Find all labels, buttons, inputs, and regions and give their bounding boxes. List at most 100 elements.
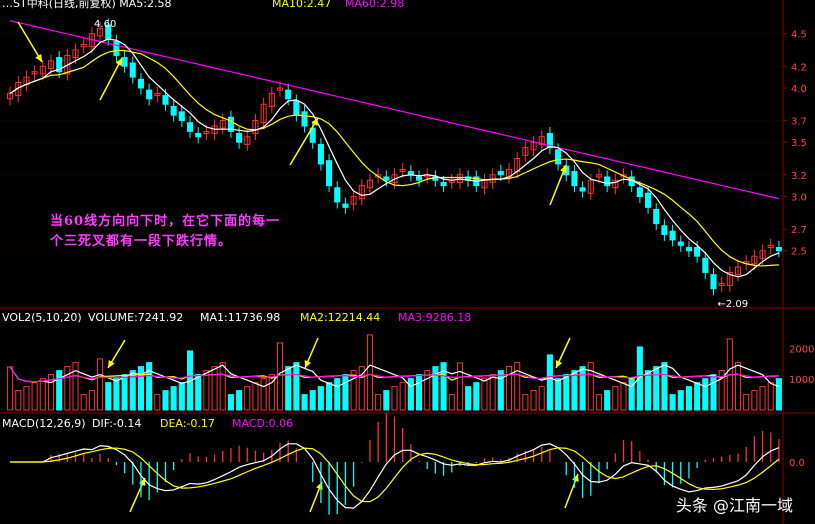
arrow-price-3 xyxy=(289,117,319,166)
dif-line xyxy=(10,443,780,509)
volume-bar xyxy=(39,378,46,411)
volume-bar xyxy=(424,370,431,411)
volume-bar xyxy=(685,386,692,411)
annotation-line-2: 个三死叉都有一段下跌行情。 xyxy=(50,234,233,249)
candle-body xyxy=(416,176,423,181)
volume-bar xyxy=(358,366,365,411)
volume-bar xyxy=(15,390,22,411)
candle-body xyxy=(718,282,725,286)
high-price-label: 4.60 xyxy=(94,19,116,30)
volume-bar xyxy=(317,386,324,411)
candle-body xyxy=(399,168,406,173)
candle-body xyxy=(587,179,594,194)
candle-body xyxy=(612,179,619,189)
candle-body xyxy=(620,174,627,178)
volume-bar xyxy=(489,374,496,411)
candle-body xyxy=(31,71,38,75)
candle-body xyxy=(358,185,365,200)
volume-bar xyxy=(465,386,472,411)
volume-bar xyxy=(775,378,782,411)
price-tick-label: 3.2 xyxy=(791,171,807,182)
arrow-volume-3-head xyxy=(555,360,563,368)
volume-bar xyxy=(31,382,38,411)
volume-tick-label: 2000 xyxy=(789,344,814,355)
volume-bar xyxy=(571,370,578,411)
volume-bar xyxy=(563,374,570,411)
volume-bar xyxy=(121,374,128,411)
candle-body xyxy=(497,171,504,176)
candle-body xyxy=(685,246,692,252)
candle-body xyxy=(440,181,447,187)
candle-body xyxy=(604,176,611,187)
volume-bar xyxy=(448,394,455,411)
candle-body xyxy=(186,122,194,132)
volume-bar xyxy=(407,378,414,411)
candle-body xyxy=(636,187,643,197)
volume-bar xyxy=(734,362,742,411)
price-tick-label: 2.5 xyxy=(791,247,807,258)
candle-body xyxy=(734,266,742,276)
volume-bar xyxy=(293,362,300,411)
candle-body xyxy=(334,187,341,203)
candle-body xyxy=(775,246,782,252)
volume-bar xyxy=(129,370,136,411)
candle-body xyxy=(56,57,63,73)
arrow-price-2 xyxy=(99,57,123,101)
volume-bar xyxy=(23,386,30,411)
volume-bar xyxy=(555,378,562,411)
volume-bar xyxy=(416,374,423,411)
volume-bar xyxy=(260,378,267,411)
volume-bar xyxy=(399,382,406,411)
volume-bar xyxy=(162,390,169,411)
volume-bar xyxy=(88,390,95,411)
candle-body xyxy=(677,241,684,246)
macd-title: MACD(12,26,9) xyxy=(2,417,86,430)
macd-dea: DEA:-0.17 xyxy=(160,417,215,430)
volume-bar xyxy=(178,382,185,411)
arrow-macd-1-head xyxy=(138,478,146,486)
watermark: 头条 @江南一域 xyxy=(675,496,793,515)
volume-bar xyxy=(301,394,308,411)
volume-bar xyxy=(56,370,63,411)
volume-bar xyxy=(710,374,717,411)
candle-body xyxy=(595,174,603,178)
price-tick-label: 3.5 xyxy=(791,138,807,149)
macd-tick-label: 0.0 xyxy=(789,458,805,469)
low-price-label: ←2.09 xyxy=(717,299,748,310)
candle-body xyxy=(661,225,668,235)
volume-bar xyxy=(227,394,234,411)
volume-bar xyxy=(767,382,774,411)
candle-body xyxy=(72,49,79,59)
volume-ma2: MA2:12214.44 xyxy=(300,311,381,324)
macd-value: MACD:0.06 xyxy=(232,417,294,430)
annotation-text: 当60线方向向下时，在它下面的每一 个三死叉都有一段下跌行情。 xyxy=(50,212,280,252)
candle-body xyxy=(538,136,545,145)
candle-body xyxy=(555,149,562,165)
volume-bar xyxy=(97,358,104,411)
volume-value: VOLUME:7241.92 xyxy=(88,311,184,324)
volume-bar xyxy=(268,374,275,411)
candle-body xyxy=(293,100,300,116)
volume-bar xyxy=(154,394,161,411)
candle-body xyxy=(252,120,259,135)
candle-body xyxy=(129,62,136,78)
candle-body xyxy=(195,133,202,138)
volume-bar xyxy=(538,386,545,411)
candle-body xyxy=(366,179,373,189)
arrow-price-2-head xyxy=(115,58,122,66)
volume-bar xyxy=(751,390,758,411)
candle-body xyxy=(694,246,701,257)
arrow-volume-2-head xyxy=(304,360,312,368)
price-tick-label: 3.7 xyxy=(791,117,807,128)
candle-body xyxy=(342,203,349,208)
volume-bar xyxy=(72,362,79,411)
volume-bar xyxy=(47,374,55,411)
candle-body xyxy=(285,89,292,100)
price-tick-label: 4.2 xyxy=(791,62,807,73)
volume-bar xyxy=(530,390,537,411)
candle-body xyxy=(301,111,308,127)
volume-bar xyxy=(579,366,586,411)
candle-body xyxy=(645,192,652,208)
volume-bar xyxy=(612,386,619,411)
